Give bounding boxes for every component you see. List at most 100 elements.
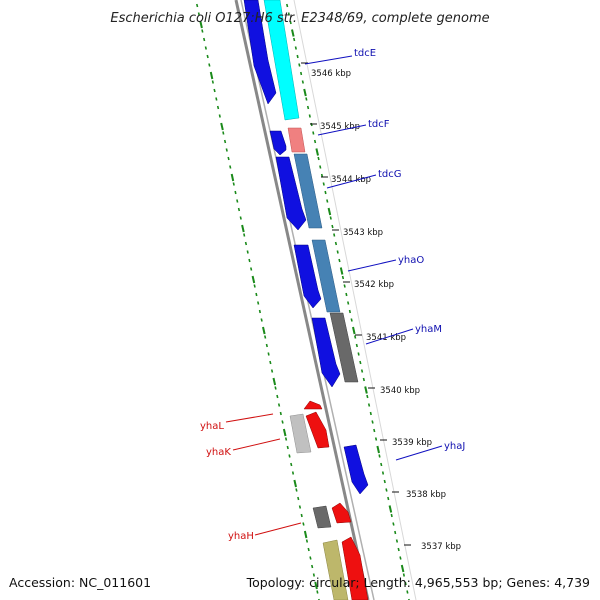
gene-arrow-forward[interactable] <box>275 156 307 231</box>
gc-tick <box>196 3 199 8</box>
gene-leader-line <box>304 55 353 65</box>
gc-tick <box>293 479 297 488</box>
gene-arrow-forward[interactable] <box>269 130 287 156</box>
gc-tick <box>208 63 211 67</box>
gene-leader-line <box>365 328 414 345</box>
gene-arrow-forward[interactable] <box>293 244 322 309</box>
gc-tick <box>374 437 378 441</box>
gc-tick <box>279 411 282 416</box>
category-bar-tdcG[interactable] <box>293 153 323 229</box>
category-bar-yhaH[interactable] <box>312 505 332 529</box>
gc-tick <box>264 335 267 339</box>
gc-tick <box>352 326 356 335</box>
gc-tick <box>276 394 279 399</box>
gene-leader-line <box>225 413 274 423</box>
gc-tick <box>345 292 348 297</box>
gene-label-yhaL[interactable]: yhaL <box>200 421 224 432</box>
gc-tick <box>314 581 318 590</box>
gc-tick <box>239 216 242 220</box>
gc-tick <box>204 46 207 50</box>
gc-tick <box>220 122 224 131</box>
category-bar-tdcE[interactable] <box>263 0 300 121</box>
gc-tick <box>319 165 322 169</box>
gc-tick <box>255 292 258 297</box>
gene-leader-line <box>326 174 377 189</box>
gc-tick <box>331 224 334 229</box>
gc-tick <box>291 471 295 475</box>
gene-label-yhaM[interactable]: yhaM <box>415 324 442 335</box>
gene-leader-line <box>395 445 443 461</box>
kbp-tick-label: 3546 kbp <box>311 69 351 79</box>
category-bar-tan[interactable] <box>322 539 349 600</box>
gc-tick <box>300 71 303 76</box>
gc-tick <box>223 139 227 144</box>
category-bar-yhaO[interactable] <box>311 239 341 313</box>
gc-tick <box>296 54 299 59</box>
gene-arrow-reverse[interactable] <box>331 502 352 524</box>
gc-tick <box>206 54 209 59</box>
gene-label-yhaH[interactable]: yhaH <box>228 531 254 542</box>
gc-tick <box>381 471 385 475</box>
kbp-tick-label: 3545 kbp <box>320 122 360 132</box>
gc-tick <box>390 513 393 518</box>
gc-tick <box>267 352 270 356</box>
gc-tick <box>364 386 368 394</box>
gene-arrow-reverse[interactable] <box>341 536 369 600</box>
gc-tick <box>277 403 281 407</box>
category-bar-yhaL[interactable] <box>289 413 312 454</box>
gc-tick <box>334 241 338 246</box>
gene-arrow-reverse[interactable] <box>305 411 330 449</box>
gc-tick <box>399 556 402 560</box>
gc-tick <box>269 360 272 365</box>
gene-label-tdcE[interactable]: tdcE <box>354 48 376 59</box>
gc-tick <box>311 564 314 569</box>
gc-tick <box>316 590 319 594</box>
gc-tick <box>322 182 325 186</box>
kbp-axis: 3546 kbp 3545 kbp 3544 kbp 3543 kbp 3542… <box>301 62 461 552</box>
gc-tick <box>227 156 230 161</box>
category-bar-tdcF[interactable] <box>287 127 306 153</box>
gc-tick <box>355 343 358 348</box>
gc-tick <box>371 420 374 424</box>
gc-tick <box>392 522 395 526</box>
gene-label-tdcG[interactable]: tdcG <box>378 169 402 180</box>
gc-tick <box>257 301 260 305</box>
accession-text: Accession: NC_011601 <box>9 575 151 590</box>
gc-tick <box>378 454 381 458</box>
gc-tick <box>336 250 339 254</box>
gc-tick <box>232 182 235 186</box>
gene-label-tdcF[interactable]: tdcF <box>368 119 390 130</box>
gc-tick <box>295 488 298 492</box>
gc-tick <box>327 207 332 216</box>
gene-arrow-forward[interactable] <box>243 0 277 105</box>
gc-tick <box>329 216 332 220</box>
gene-arrow-forward[interactable] <box>343 444 369 495</box>
gc-tick <box>250 267 253 271</box>
gene-label-yhaK[interactable]: yhaK <box>206 447 231 458</box>
gc-tick <box>301 80 304 84</box>
gc-tick <box>309 556 312 560</box>
gc-tick <box>288 454 291 458</box>
gc-tick <box>343 284 346 288</box>
gc-tick <box>270 369 274 373</box>
kbp-tick-label: 3539 kbp <box>392 438 432 448</box>
gc-tick <box>222 131 225 135</box>
gc-tick <box>388 505 393 513</box>
gc-tick <box>258 309 261 314</box>
gc-tick <box>230 173 235 182</box>
gene-label-yhaO[interactable]: yhaO <box>398 255 424 266</box>
gc-tick <box>362 377 365 382</box>
gene-arrow-reverse[interactable] <box>303 400 323 410</box>
kbp-tick-label: 3540 kbp <box>380 386 420 396</box>
gc-tick <box>305 97 308 101</box>
backbone-line-outer <box>234 0 370 600</box>
category-bar-yhaM[interactable] <box>329 312 359 383</box>
gene-label-yhaJ[interactable]: yhaJ <box>444 441 465 452</box>
gc-tick <box>203 37 206 42</box>
gc-tick <box>350 318 353 322</box>
gene-arrow-forward[interactable] <box>311 317 341 388</box>
gc-tick <box>244 241 248 246</box>
gc-tick <box>303 88 307 97</box>
